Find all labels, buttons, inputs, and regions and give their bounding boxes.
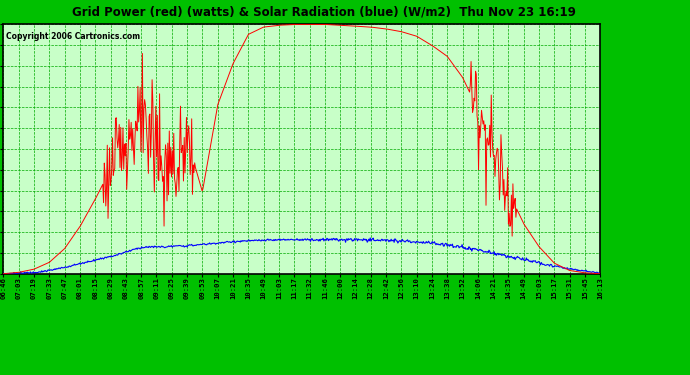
Text: Grid Power (red) (watts) & Solar Radiation (blue) (W/m2)  Thu Nov 23 16:19: Grid Power (red) (watts) & Solar Radiati… — [72, 6, 576, 19]
Text: Copyright 2006 Cartronics.com: Copyright 2006 Cartronics.com — [6, 32, 141, 41]
